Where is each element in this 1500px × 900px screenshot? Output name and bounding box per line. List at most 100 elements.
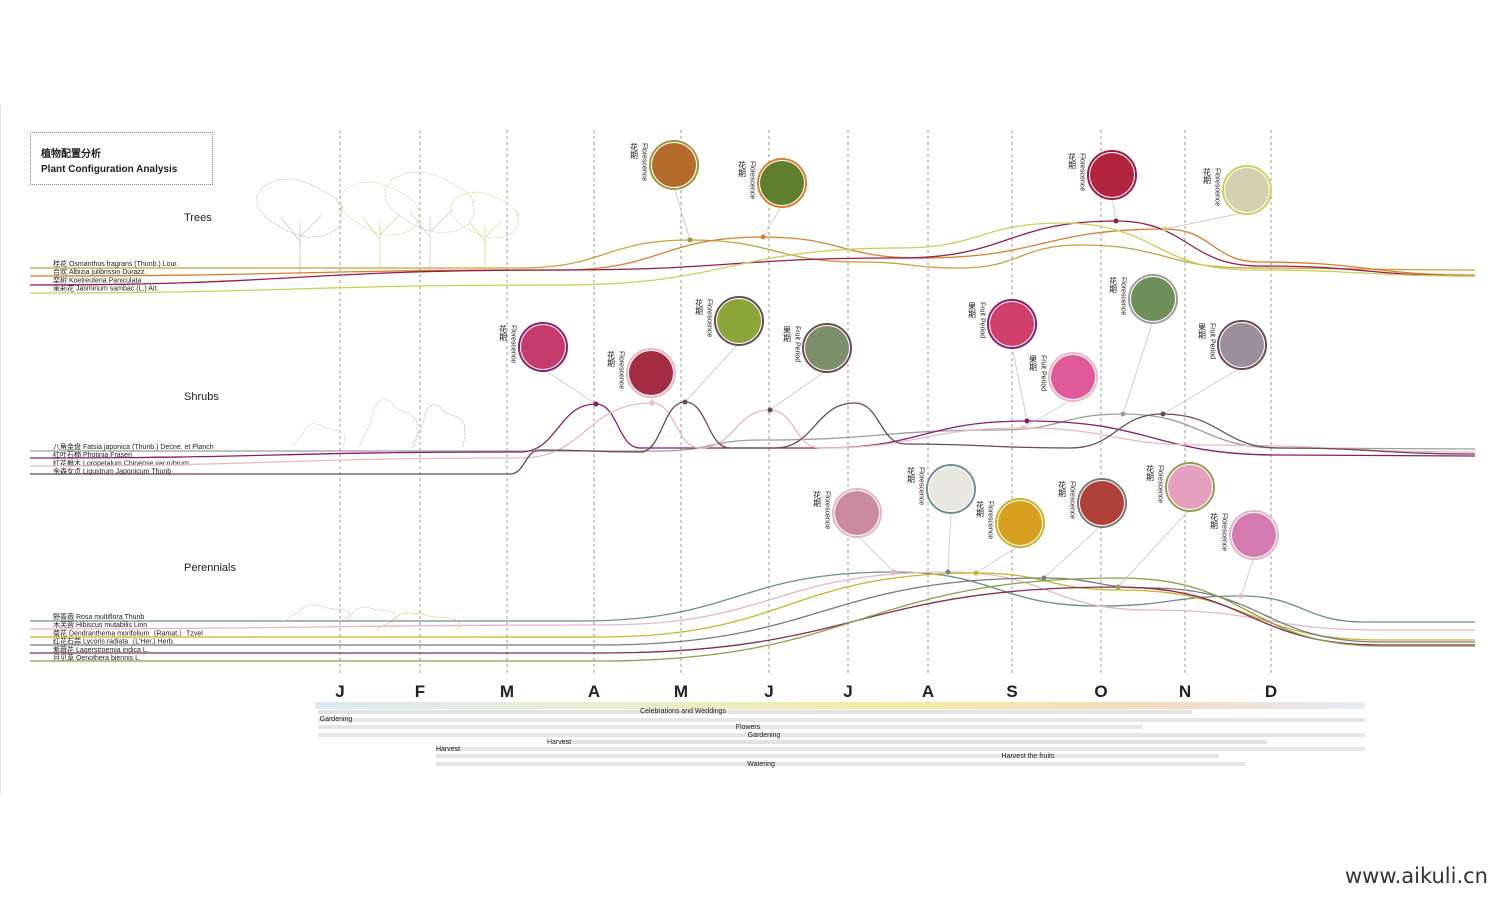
- tree-sketch-2: [339, 181, 421, 270]
- tree-sketch-4: [450, 191, 521, 268]
- perennials-period-curve-4: [30, 577, 1475, 646]
- tree-sketch-1: [255, 178, 345, 275]
- perennials-bubble-label-cn-3: 花期: [976, 500, 985, 518]
- white-hibiscus-photo-icon: [929, 467, 973, 511]
- title-cn: 植物配置分析: [41, 149, 101, 160]
- perennials-period-curve-1: [30, 571, 1475, 623]
- perennials-plant-name-5: 紫薇花 Lagerstroemia indica L.: [53, 645, 149, 654]
- fatsia-leaf-photo-icon: [1131, 277, 1175, 321]
- activity-bar-8: [436, 762, 1245, 766]
- activity-bar-7: [436, 754, 1219, 758]
- perennials-leader-line-3: [975, 544, 1021, 574]
- shrubs-period-curve-2: [29, 403, 1476, 459]
- activity-label-4: Gardening: [748, 732, 781, 739]
- trees-bubble-label-en-4: Florescence: [1214, 168, 1221, 206]
- activity-label-1: Celebrations and Weddings: [640, 708, 726, 715]
- tree-sketch-4-branch-r: [484, 220, 503, 238]
- group-label-shrubs: Shrubs: [184, 391, 219, 403]
- shrubs-leader-line-3: [684, 342, 740, 403]
- shrubs-peak-dot-1: [593, 401, 599, 407]
- activity-label-3: Flowers: [736, 724, 761, 731]
- shrubs-leader-line-1: [542, 368, 597, 405]
- month-label-7: J: [843, 682, 852, 701]
- perennials-bubble-label-en-6: Florescence: [1221, 513, 1228, 551]
- trees-period-curve-4: [29, 222, 1476, 294]
- month-label-6: J: [764, 682, 773, 701]
- activity-bar-2: [318, 718, 1365, 722]
- title-box: 植物配置分析 Plant Configuration Analysis: [30, 132, 213, 185]
- shrubs-bubble-label-en-4: Fruit Period: [794, 326, 801, 362]
- shrubs-peak-dot-8: [1160, 411, 1166, 417]
- title-en: Plant Configuration Analysis: [41, 164, 178, 175]
- shrubs-plant-name-4: 金森女贞 Ligustrum Japonicum Thunb: [53, 467, 171, 476]
- tree-sketch-2-canopy: [339, 181, 421, 236]
- trees-peak-dot-4: [1162, 226, 1168, 232]
- shrubs-leader-line-5: [1011, 345, 1028, 422]
- month-label-5: M: [674, 682, 688, 701]
- shrub-sketch-2: [359, 398, 418, 448]
- perennials-leader-line-6: [1240, 556, 1255, 597]
- perennials-peak-dot-4: [1041, 575, 1047, 581]
- perennials-bubble-label-cn-5: 花期: [1146, 464, 1155, 482]
- shrubs-plant-name-2: 红叶石楠 Photinia Fraseri: [53, 450, 132, 459]
- perennials-peak-dot-5: [1115, 584, 1121, 590]
- perennials-plant-name-1: 野蔷薇 Rosa multiflora Thunb: [53, 612, 144, 621]
- activity-label-2: Gardening: [320, 716, 353, 723]
- activity-label-5: Harvest: [547, 739, 571, 746]
- trees-leader-line-4: [1164, 211, 1248, 230]
- perennials-leader-line-5: [1117, 508, 1191, 588]
- perennials-peak-dot-1: [891, 569, 897, 575]
- perennial-sketch-2-outline: [342, 606, 396, 621]
- shrubs-bubble-label-en-7: Florescence: [1120, 277, 1127, 315]
- perennials-bubble-label-cn-4: 花期: [1058, 480, 1067, 498]
- crape-myrtle-photo-icon: [1232, 513, 1276, 557]
- shrubs-leader-line-4: [769, 369, 828, 411]
- activity-bar-3: [318, 725, 1142, 729]
- trees-period-curve-3: [29, 220, 1476, 286]
- shrubs-bubble-label-en-1: Florescence: [510, 325, 517, 363]
- perennials-period-curve-5: [30, 586, 1475, 654]
- month-label-8: A: [922, 682, 934, 701]
- perennials-bubble-label-en-3: Florescence: [987, 501, 994, 539]
- shrub-sketch-3-outline: [411, 403, 466, 448]
- perennial-sketch-1-outline: [286, 604, 351, 621]
- orange-tree-flower-photo-icon: [760, 161, 804, 205]
- shrub-sketch-2-outline: [359, 398, 418, 448]
- shrub-sketch-1-outline: [291, 422, 346, 448]
- pink-loropetalum-photo-icon: [629, 351, 673, 395]
- tree-sketch-1-branch-r: [299, 214, 322, 237]
- shrubs-peak-dot-7: [1120, 411, 1126, 417]
- white-berries-photo-icon: [805, 326, 849, 370]
- tree-sketch-3-canopy: [384, 171, 476, 234]
- perennials-plant-name-4: 红花石蒜 Lycoris radiata（L'Her.) Herb.: [53, 637, 175, 646]
- trees-plant-name-2: 合欢 Albizia julibrissin Durazz.: [53, 267, 146, 276]
- shrubs-leader-line-7: [1122, 320, 1154, 415]
- red-lycoris-photo-icon: [1080, 481, 1124, 525]
- shrubs-peak-dot-5: [1024, 418, 1030, 424]
- shrubs-bubble-label-en-3: Florescence: [706, 299, 713, 337]
- tree-sketch-3: [384, 171, 476, 272]
- perennials-peak-dot-6: [1238, 593, 1244, 599]
- trees-bubble-label-cn-2: 花期: [738, 160, 747, 178]
- shrubs-bubble-label-en-8: Fruit Period: [1209, 323, 1216, 359]
- red-panicle-photo-icon: [1090, 153, 1134, 197]
- shrubs-bubble-label-cn-2: 花期: [607, 350, 616, 368]
- red-field-photo-icon: [990, 302, 1034, 346]
- month-label-12: D: [1265, 682, 1277, 701]
- perennials-leader-line-4: [1043, 524, 1103, 579]
- activity-label-8: Watering: [747, 761, 775, 768]
- perennials-plant-name-3: 菊花 Dendranthema morifolium（Ramat.）Tzvel: [53, 628, 203, 637]
- trees-bubble-label-cn-4: 花期: [1203, 167, 1212, 185]
- tree-sketch-4-branch-l: [469, 222, 486, 242]
- perennial-sketch-1: [286, 604, 351, 621]
- fatsia-fruit-photo-icon: [1220, 323, 1264, 367]
- tree-sketch-1-branch-l: [280, 217, 301, 242]
- pink-rose-photo-icon: [835, 491, 879, 535]
- tree-sketch-3-branch-l: [409, 211, 431, 238]
- tree-sketch-2-branch-r: [379, 214, 401, 236]
- shrubs-bubble-label-cn-5: 果期: [968, 302, 977, 319]
- shrubs-period-curve-3: [29, 402, 1476, 467]
- perennials-bubble-label-en-5: Florescence: [1157, 465, 1164, 503]
